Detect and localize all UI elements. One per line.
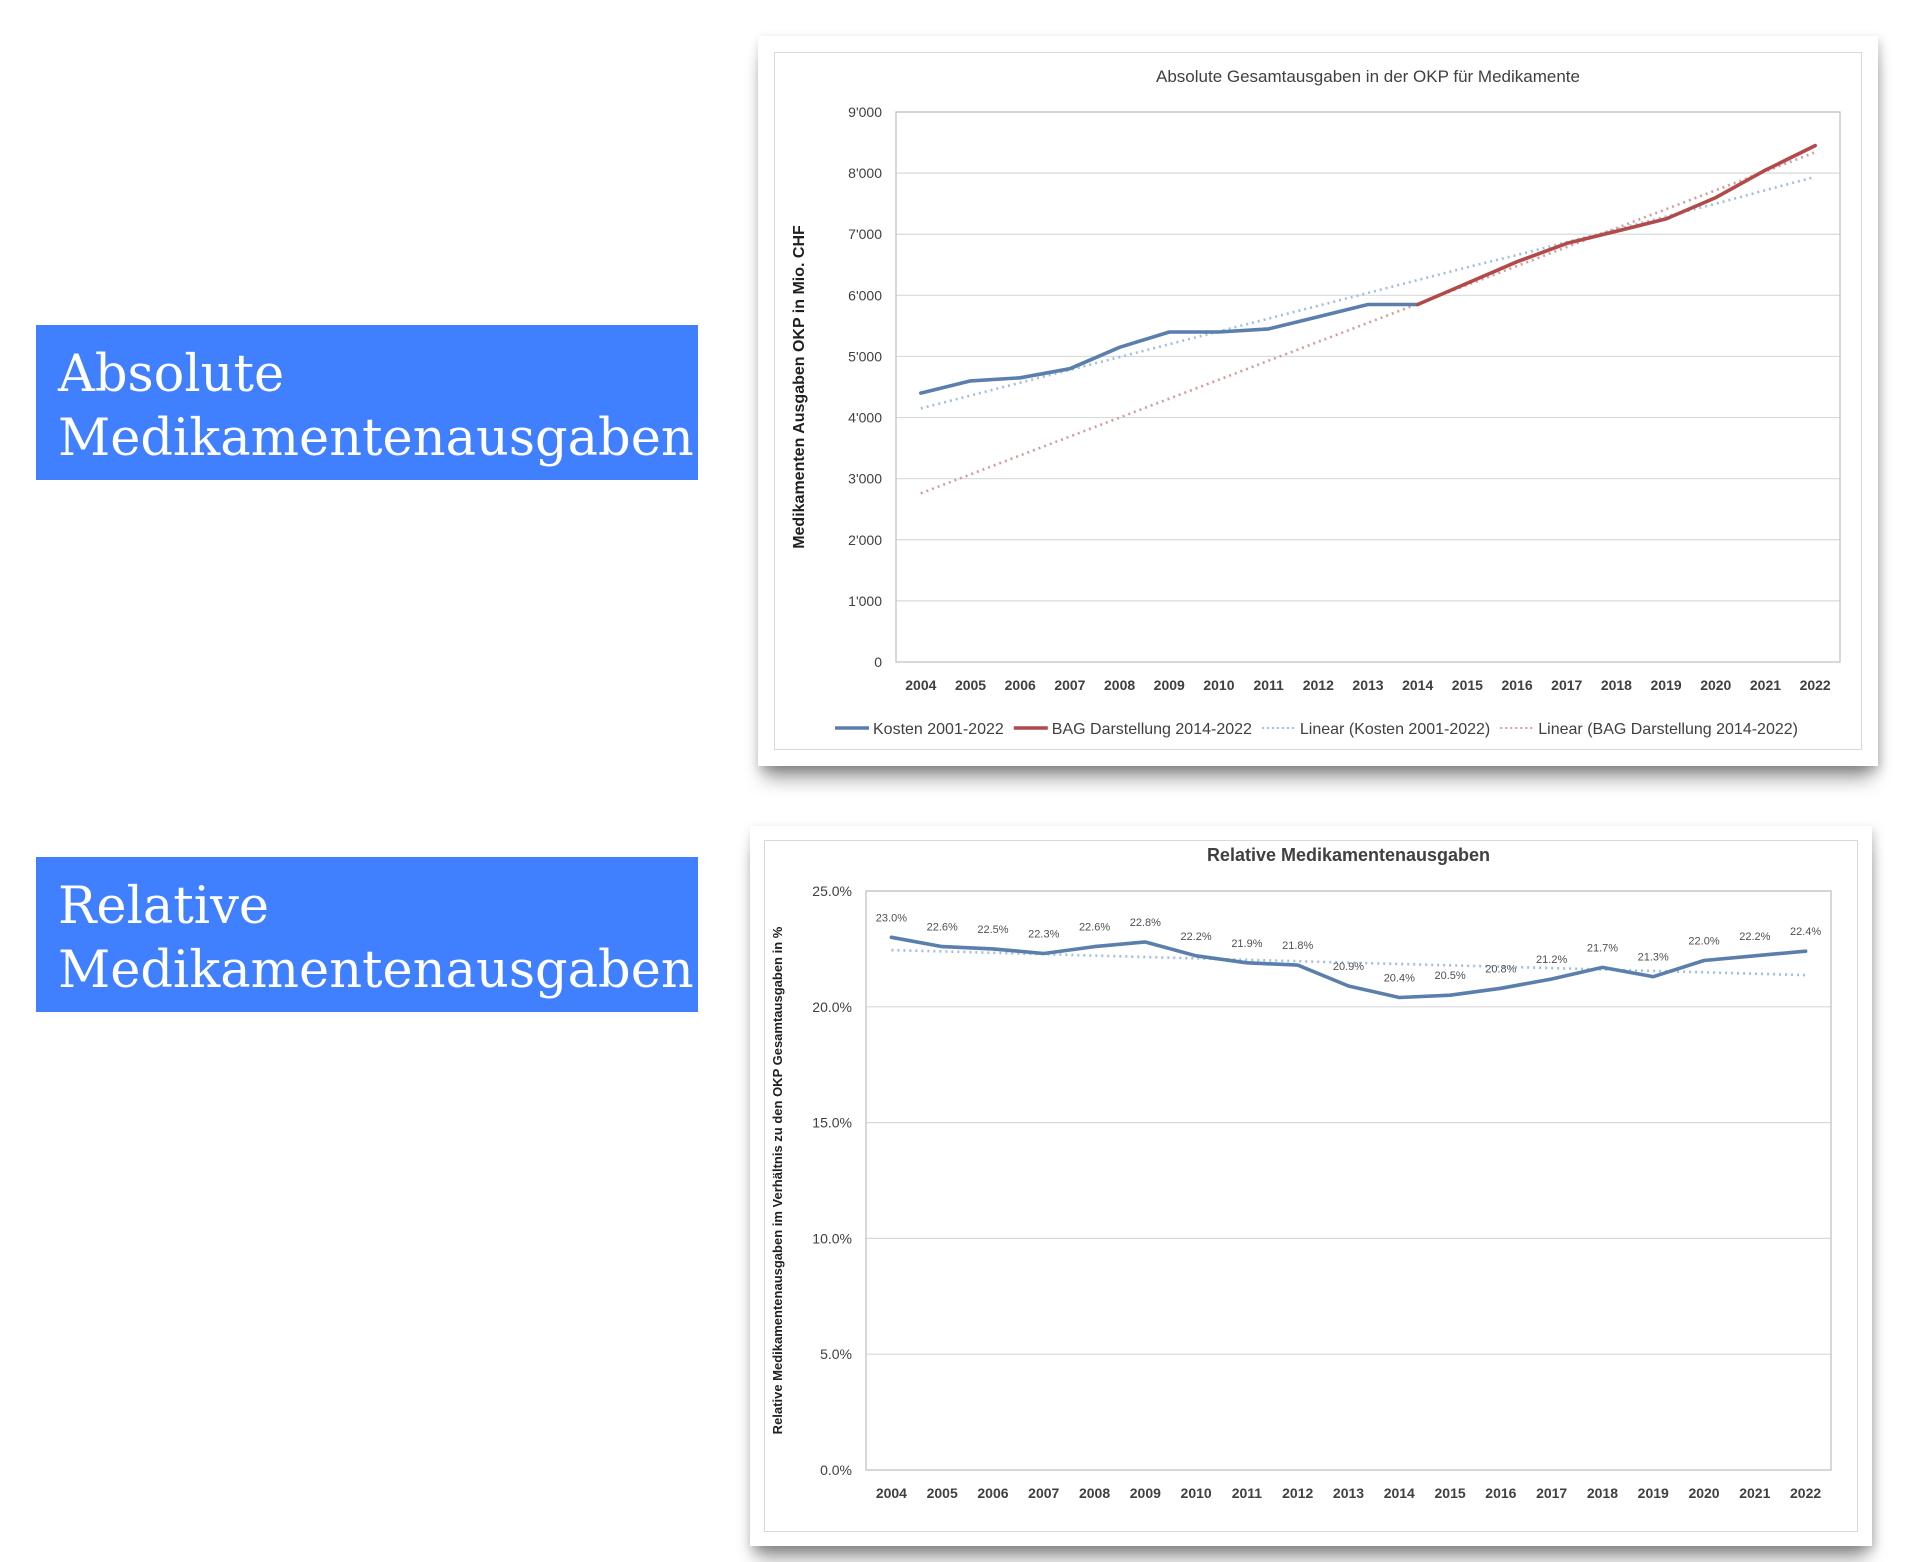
x-tick-label: 2009	[1154, 677, 1185, 693]
legend-entry: Kosten 2001-2022	[873, 721, 1004, 738]
chart-title: Absolute Gesamtausgaben in der OKP für M…	[1156, 67, 1580, 86]
data-label: 23.0%	[876, 912, 907, 924]
y-tick-label: 2'000	[848, 532, 882, 548]
legend-entry: Linear (BAG Darstellung 2014-2022)	[1538, 721, 1798, 738]
y-tick-label: 25.0%	[812, 883, 852, 899]
y-tick-label: 3'000	[848, 471, 882, 487]
y-axis-label: Relative Medikamentenausgaben im Verhält…	[770, 926, 785, 1434]
x-tick-label: 2010	[1203, 677, 1234, 693]
data-label: 22.2%	[1739, 931, 1770, 943]
x-tick-label: 2015	[1452, 677, 1483, 693]
y-tick-label: 0.0%	[820, 1462, 852, 1478]
x-tick-label: 2018	[1601, 677, 1632, 693]
x-tick-label: 2007	[1054, 677, 1085, 693]
y-tick-label: 0	[874, 654, 882, 670]
data-label: 22.2%	[1181, 931, 1212, 943]
relative-label-line1: Relative	[58, 877, 270, 936]
absolute-label-box: Absolute Medikamentenausgaben	[36, 325, 698, 480]
x-tick-label: 2021	[1750, 677, 1781, 693]
x-tick-label: 2008	[1104, 677, 1135, 693]
x-tick-label: 2006	[1005, 677, 1036, 693]
x-tick-label: 2009	[1130, 1485, 1161, 1501]
x-tick-label: 2019	[1651, 677, 1682, 693]
data-label: 20.8%	[1485, 963, 1516, 975]
y-tick-label: 8'000	[848, 165, 882, 181]
x-tick-label: 2004	[905, 677, 936, 693]
data-label: 20.5%	[1434, 970, 1465, 982]
data-label: 21.8%	[1282, 940, 1313, 952]
data-label: 22.6%	[927, 922, 958, 934]
data-label: 22.4%	[1790, 926, 1821, 938]
series-line-0	[919, 302, 1420, 395]
x-tick-label: 2004	[876, 1485, 907, 1501]
data-label: 22.0%	[1688, 935, 1719, 947]
x-tick-label: 2019	[1638, 1485, 1669, 1501]
x-tick-label: 2016	[1501, 677, 1532, 693]
x-tick-label: 2021	[1739, 1485, 1770, 1501]
y-tick-label: 4'000	[848, 410, 882, 426]
y-axis-label: Medikamenten Ausgaben OKP in Mio. CHF	[791, 225, 808, 549]
y-tick-label: 5'000	[848, 348, 882, 364]
data-label: 22.3%	[1028, 929, 1059, 941]
data-label: 21.2%	[1536, 954, 1567, 966]
series-line-2	[920, 175, 1816, 410]
y-tick-label: 5.0%	[820, 1346, 852, 1362]
relative-chart: Relative Medikamentenausgaben 0.0% 5.0% 10.…	[770, 845, 1832, 1501]
relative-label-line2: Medikamentenausgaben	[58, 941, 694, 1000]
x-tick-label: 2015	[1435, 1485, 1466, 1501]
x-tick-label: 2020	[1688, 1485, 1719, 1501]
x-tick-label: 2008	[1079, 1485, 1110, 1501]
relative-label-box: Relative Medikamentenausgaben	[36, 857, 698, 1012]
legend-entry: BAG Darstellung 2014-2022	[1052, 721, 1252, 738]
data-label: 21.7%	[1587, 942, 1618, 954]
y-tick-label: 7'000	[848, 226, 882, 242]
x-tick-label: 2011	[1253, 677, 1284, 693]
x-tick-label: 2012	[1282, 1485, 1313, 1501]
series-line-0	[889, 935, 1808, 1000]
x-tick-label: 2005	[927, 1485, 958, 1501]
data-label: 20.4%	[1384, 973, 1415, 985]
data-label: 21.9%	[1231, 938, 1262, 950]
data-label: 21.3%	[1638, 952, 1669, 964]
y-tick-label: 20.0%	[812, 999, 852, 1015]
data-label: 20.9%	[1333, 961, 1364, 973]
x-tick-label: 2018	[1587, 1485, 1618, 1501]
data-label: 22.5%	[977, 924, 1008, 936]
plot-area	[865, 890, 1832, 1471]
y-tick-label: 6'000	[848, 287, 882, 303]
relative-chart-card: Relative Medikamentenausgaben 0.0% 5.0% 10.…	[750, 826, 1872, 1546]
x-tick-label: 2013	[1352, 677, 1383, 693]
absolute-chart: Absolute Gesamtausgaben in der OKP für M…	[791, 67, 1841, 738]
y-tick-label: 1'000	[848, 593, 882, 609]
absolute-chart-card: Absolute Gesamtausgaben in der OKP für M…	[758, 36, 1878, 766]
x-tick-label: 2011	[1232, 1485, 1263, 1501]
x-tick-label: 2005	[955, 677, 986, 693]
series-line-1	[1415, 143, 1817, 307]
series-line-1	[891, 948, 1806, 977]
y-tick-label: 15.0%	[812, 1115, 852, 1131]
x-tick-label: 2014	[1402, 677, 1433, 693]
x-tick-label: 2022	[1800, 677, 1831, 693]
absolute-label-line2: Medikamentenausgaben	[58, 409, 694, 468]
x-tick-label: 2010	[1181, 1485, 1212, 1501]
plot-area	[895, 111, 1841, 663]
x-tick-label: 2017	[1551, 677, 1582, 693]
x-tick-label: 2016	[1485, 1485, 1516, 1501]
x-tick-label: 2014	[1384, 1485, 1415, 1501]
x-tick-label: 2013	[1333, 1485, 1364, 1501]
x-tick-label: 2020	[1700, 677, 1731, 693]
x-tick-label: 2007	[1028, 1485, 1059, 1501]
x-tick-label: 2006	[977, 1485, 1008, 1501]
data-label: 22.8%	[1130, 917, 1161, 929]
x-tick-label: 2022	[1790, 1485, 1821, 1501]
data-label: 22.6%	[1079, 922, 1110, 934]
legend-entry: Linear (Kosten 2001-2022)	[1300, 721, 1490, 738]
x-tick-label: 2017	[1536, 1485, 1567, 1501]
y-tick-label: 10.0%	[812, 1230, 852, 1246]
chart-title: Relative Medikamentenausgaben	[1207, 845, 1490, 865]
absolute-label-line1: Absolute	[58, 345, 285, 404]
series-line-3	[920, 151, 1816, 495]
y-tick-label: 9'000	[848, 104, 882, 120]
x-tick-label: 2012	[1303, 677, 1334, 693]
